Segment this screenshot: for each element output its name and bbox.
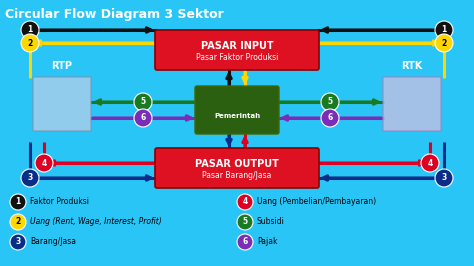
- Text: 4: 4: [242, 197, 247, 206]
- Text: 1: 1: [27, 26, 33, 35]
- Circle shape: [10, 214, 26, 230]
- Text: Pasar Barang/Jasa: Pasar Barang/Jasa: [202, 171, 272, 180]
- Text: Barang/Jasa: Barang/Jasa: [30, 238, 76, 247]
- Circle shape: [21, 21, 39, 39]
- Circle shape: [321, 93, 339, 111]
- Text: 5: 5: [242, 218, 247, 227]
- Text: 3: 3: [15, 238, 21, 247]
- Text: 3: 3: [27, 173, 33, 182]
- FancyBboxPatch shape: [155, 30, 319, 70]
- Text: 2: 2: [15, 218, 21, 227]
- Text: 6: 6: [242, 238, 247, 247]
- Text: Pasar Faktor Produksi: Pasar Faktor Produksi: [196, 53, 278, 63]
- Text: 6: 6: [328, 114, 333, 123]
- Text: 3: 3: [441, 173, 447, 182]
- Text: PASAR INPUT: PASAR INPUT: [201, 41, 273, 51]
- Text: 2: 2: [441, 39, 447, 48]
- Text: Circular Flow Diagram 3 Sektor: Circular Flow Diagram 3 Sektor: [5, 8, 224, 21]
- Circle shape: [134, 93, 152, 111]
- Text: Pajak: Pajak: [257, 238, 277, 247]
- Text: RTP: RTP: [52, 61, 73, 71]
- Text: 2: 2: [27, 39, 33, 48]
- Circle shape: [21, 169, 39, 187]
- Circle shape: [10, 194, 26, 210]
- Text: RTK: RTK: [401, 61, 423, 71]
- Text: Pemerintah: Pemerintah: [214, 113, 260, 119]
- FancyBboxPatch shape: [195, 86, 279, 134]
- Text: Uang (Rent, Wage, Interest, Profit): Uang (Rent, Wage, Interest, Profit): [30, 218, 162, 227]
- Text: 1: 1: [15, 197, 21, 206]
- Circle shape: [10, 234, 26, 250]
- Text: 5: 5: [140, 98, 146, 106]
- Circle shape: [421, 154, 439, 172]
- Circle shape: [321, 109, 339, 127]
- FancyBboxPatch shape: [155, 148, 319, 188]
- Circle shape: [435, 21, 453, 39]
- Text: 5: 5: [328, 98, 333, 106]
- Circle shape: [435, 169, 453, 187]
- Text: 4: 4: [41, 159, 46, 168]
- FancyBboxPatch shape: [383, 77, 441, 131]
- Circle shape: [21, 34, 39, 52]
- Circle shape: [237, 214, 253, 230]
- Text: 4: 4: [428, 159, 433, 168]
- Text: Uang (Pembelian/Pembayaran): Uang (Pembelian/Pembayaran): [257, 197, 376, 206]
- Text: Faktor Produksi: Faktor Produksi: [30, 197, 89, 206]
- Circle shape: [134, 109, 152, 127]
- FancyBboxPatch shape: [33, 77, 91, 131]
- Circle shape: [35, 154, 53, 172]
- Circle shape: [435, 34, 453, 52]
- Text: Subsidi: Subsidi: [257, 218, 285, 227]
- Circle shape: [237, 194, 253, 210]
- Text: 6: 6: [140, 114, 146, 123]
- Circle shape: [237, 234, 253, 250]
- Text: 1: 1: [441, 26, 447, 35]
- Text: PASAR OUTPUT: PASAR OUTPUT: [195, 159, 279, 169]
